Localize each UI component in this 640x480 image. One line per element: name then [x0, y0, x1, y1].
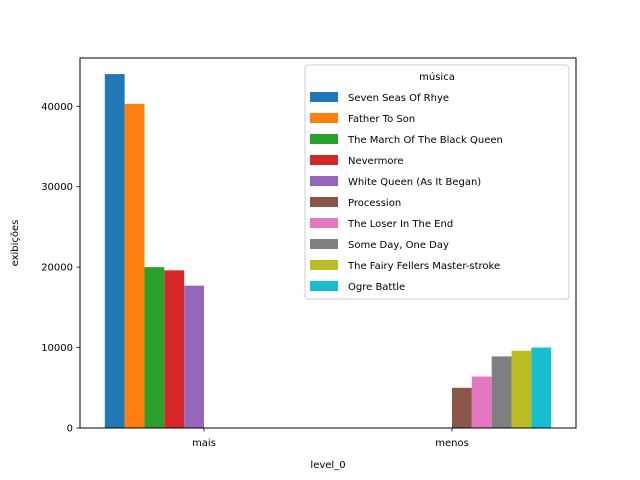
legend-title: música — [419, 71, 455, 83]
bar-ogre-battle-menos — [531, 347, 552, 428]
legend-frame — [304, 64, 570, 300]
legend-swatch — [310, 197, 338, 207]
bar-seven-seas-of-rhye-mais — [104, 74, 125, 428]
legend-entry: The March Of The Black Queen — [347, 135, 503, 146]
y-tick-label: 20000 — [41, 263, 73, 274]
y-tick-label: 40000 — [41, 102, 73, 113]
x-tick-label: mais — [192, 438, 216, 449]
bar-the-loser-in-the-end-menos — [471, 376, 492, 428]
bar-the-march-of-the-black-queen-mais — [144, 267, 165, 428]
bar-father-to-son-mais — [124, 103, 145, 428]
legend-swatch — [310, 281, 338, 291]
legend-entry: The Loser In The End — [347, 219, 453, 230]
y-axis-ticks: 0 10000 20000 30000 40000 — [41, 102, 80, 435]
legend-entry: Procession — [348, 198, 401, 209]
bar-white-queen-as-it-began-mais — [184, 285, 204, 428]
bar-procession-menos — [452, 387, 472, 428]
y-tick-label: 0 — [67, 424, 73, 435]
y-tick-label: 30000 — [41, 182, 73, 193]
x-axis-ticks: mais menos — [192, 428, 469, 449]
bar-the-fairy-fellers-master-stroke-menos — [511, 350, 532, 428]
legend-entry: Ogre Battle — [348, 282, 405, 293]
legend-entry: Nevermore — [348, 156, 404, 167]
x-tick-label: menos — [435, 438, 469, 449]
legend-entry: Seven Seas Of Rhye — [348, 93, 449, 104]
legend-swatch — [310, 155, 338, 165]
axes-group — [79, 57, 577, 429]
legend-swatch — [310, 218, 338, 228]
bar-some-day-one-day-menos — [491, 356, 512, 428]
legend-swatch — [310, 113, 338, 123]
legend-entry: White Queen (As It Began) — [348, 177, 481, 188]
legend-entry: Father To Son — [348, 114, 415, 125]
legend: música Seven Seas Of Rhye Father To Son Th… — [304, 64, 570, 300]
legend-entry: Some Day, One Day — [348, 240, 449, 251]
bars-group — [104, 74, 552, 428]
legend-swatch — [310, 134, 338, 144]
legend-swatch — [310, 260, 338, 270]
y-axis-label: exibições — [10, 220, 21, 267]
legend-swatch — [310, 92, 338, 102]
legend-entry: The Fairy Fellers Master-stroke — [347, 261, 500, 272]
plot-frame — [79, 57, 577, 429]
x-axis-label: level_0 — [310, 460, 345, 471]
bar-nevermore-mais — [164, 270, 185, 428]
y-tick-label: 10000 — [41, 343, 73, 354]
legend-items: Seven Seas Of Rhye Father To Son The March… — [310, 92, 503, 293]
legend-swatch — [310, 176, 338, 186]
legend-swatch — [310, 239, 338, 249]
